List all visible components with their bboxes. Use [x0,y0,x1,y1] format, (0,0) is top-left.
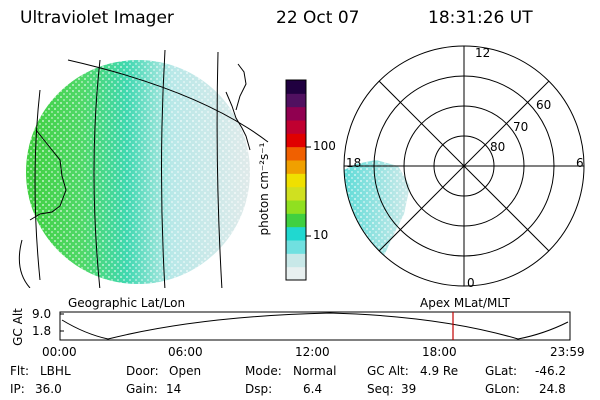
glon-label: GLon: [485,382,520,396]
glon-value: 24.8 [539,382,566,396]
time-label: 18:31:26 UT [428,8,533,28]
globe-image [18,49,269,288]
colorbar-segment [286,146,306,161]
colorbar-segment [286,186,306,201]
polar-dial [343,45,585,287]
ip-label: IP: [10,382,25,396]
colorbar-segment [286,200,306,214]
gcalt-value: 4.9 Re [420,364,459,378]
altitude-plot [59,311,571,341]
mode-label: Mode: [245,364,282,378]
colorbar-label-10: 10 [313,228,329,242]
altitude-ylabel: GC Alt [11,308,25,346]
gcalt-label: GC Alt: [367,364,409,378]
geographic-panel-label: Geographic Lat/Lon [68,296,186,310]
mode-value: Normal [293,364,337,378]
colorbar-segment [286,106,306,121]
colorbar-unit-label: photon cm⁻²s⁻¹ [257,142,271,236]
flt-value: LBHL [40,364,71,378]
colorbar [286,80,306,281]
altitude-xtick-0000: 00:00 [42,345,77,359]
altitude-ytick-1-8: 1.8 [32,324,52,338]
colorbar-frame [285,79,307,281]
colorbar-segment [286,173,306,188]
colorbar-segment [286,160,306,174]
date-label: 22 Oct 07 [276,8,360,28]
dsp-value: 6.4 [303,382,323,396]
altitude-xtick-0600: 06:00 [168,345,203,359]
mlt-label-6: 6 [576,156,584,170]
coastline-lines [29,63,251,221]
colorbar-segment [286,120,306,134]
ip-value: 36.0 [35,382,62,396]
altitude-xtick-1800: 18:00 [422,345,457,359]
door-value: Open [169,364,202,378]
colorbar-segment [286,253,306,268]
mlat-label-70: 70 [513,120,529,134]
colorbar-segment [286,93,306,108]
colorbar-segment [286,266,306,281]
colorbar-segment [286,80,306,94]
door-label: Door: [126,364,159,378]
polar-diagonal-b [378,80,550,252]
mlt-label-18: 18 [346,156,362,170]
mlt-label-0: 0 [467,276,475,290]
colorbar-segment [286,226,306,241]
altitude-xtick-1200: 12:00 [295,345,330,359]
glat-label: GLat: [485,364,518,378]
globe-grid-lines [18,49,269,288]
altitude-curve [61,312,569,340]
altitude-xtick-2359: 23:59 [550,345,585,359]
colorbar-segment [286,133,306,148]
seq-label: Seq: [367,382,394,396]
altitude-ytick-9: 9.0 [32,307,52,321]
apex-panel-label: Apex MLat/MLT [420,296,510,310]
flt-label: Flt: [10,364,29,378]
colorbar-segment [286,240,306,254]
mlt-label-12: 12 [475,46,491,60]
gain-value: 14 [166,382,182,396]
altitude-plot-frame [59,311,571,341]
gain-label: Gain: [126,382,158,396]
mlat-label-80: 80 [490,140,506,154]
dsp-label: Dsp: [245,382,273,396]
glat-value: -46.2 [535,364,567,378]
seq-value: 39 [401,382,417,396]
mlat-label-60: 60 [536,98,552,112]
instrument-title: Ultraviolet Imager [20,8,174,28]
colorbar-segment [286,213,306,228]
colorbar-label-100: 100 [313,139,336,153]
